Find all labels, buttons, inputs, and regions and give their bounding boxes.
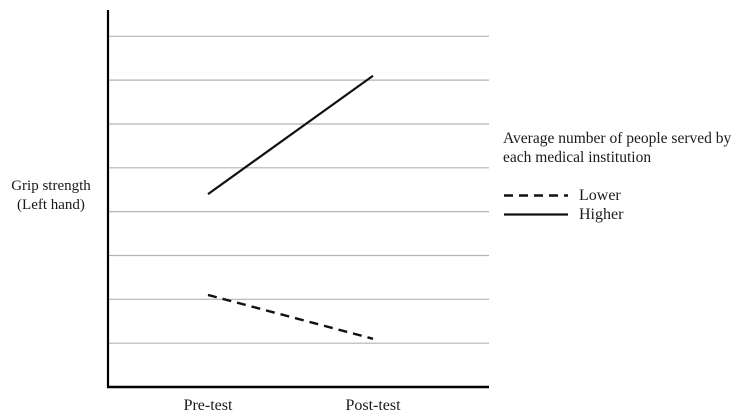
legend-title: Average number of people served by each … bbox=[503, 129, 740, 167]
series-line-higher bbox=[207, 74, 374, 196]
legend: Average number of people served by each … bbox=[503, 129, 740, 224]
legend-item-higher: Higher bbox=[503, 205, 740, 224]
x-tick-pre-test: Pre-test bbox=[183, 397, 233, 414]
y-axis-label: Grip strength (Left hand) bbox=[0, 177, 102, 215]
y-axis-label-line1: Grip strength bbox=[11, 178, 91, 194]
legend-item-lower: Lower bbox=[503, 186, 740, 205]
legend-title-line2: each medical institution bbox=[503, 149, 652, 166]
solid-line-swatch-icon bbox=[504, 213, 568, 216]
dashed-line-swatch-icon bbox=[504, 194, 568, 197]
legend-items: Lower Higher bbox=[503, 186, 740, 224]
x-tick-post-test: Post-test bbox=[345, 397, 401, 414]
legend-item-label-higher: Higher bbox=[579, 206, 624, 223]
legend-title-line1: Average number of people served by bbox=[503, 130, 732, 147]
series-line-lower bbox=[207, 293, 374, 340]
y-axis-label-line2: (Left hand) bbox=[17, 197, 85, 213]
legend-item-label-lower: Lower bbox=[579, 187, 621, 204]
